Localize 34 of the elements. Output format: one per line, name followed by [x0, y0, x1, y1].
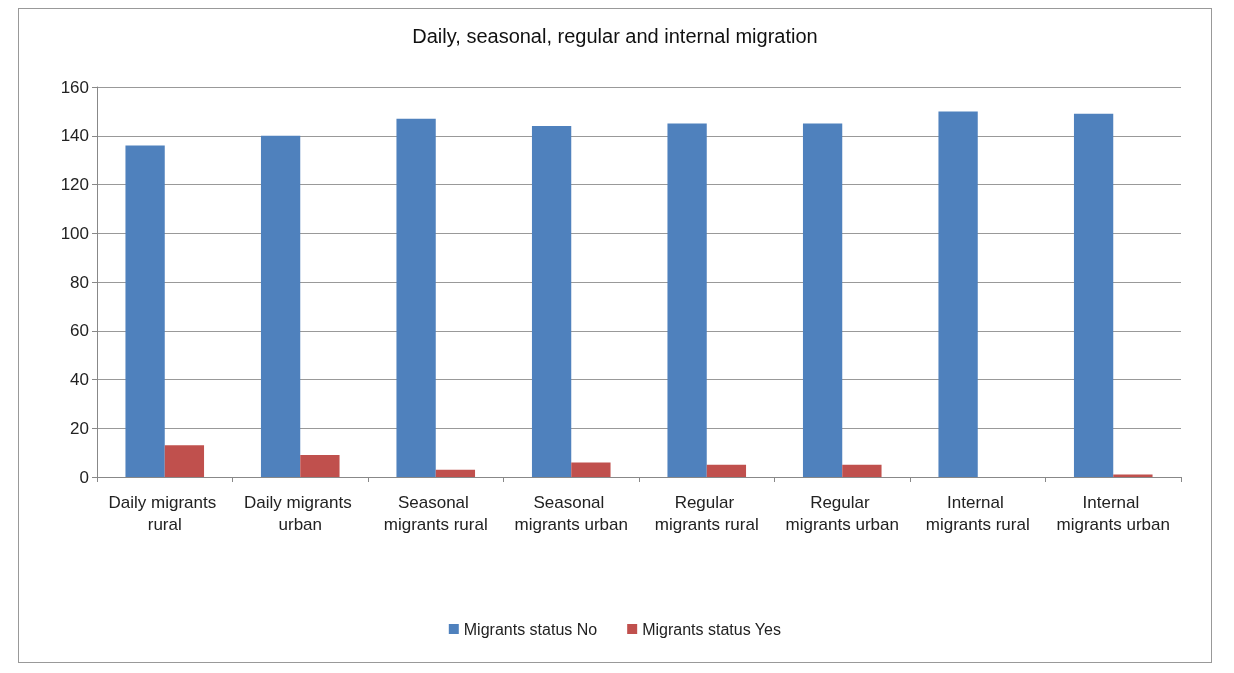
x-tick-label: Seasonal migrants rural — [383, 492, 488, 534]
bar — [435, 469, 476, 477]
x-tick-label: Regular migrants rural — [654, 492, 759, 534]
legend-label: Migrants status Yes — [642, 620, 781, 638]
bar — [802, 123, 843, 477]
y-tick-label: 0 — [79, 467, 89, 487]
y-tick-label: 140 — [60, 126, 89, 146]
bar — [571, 462, 611, 477]
x-tick-label: Daily migrants urban — [244, 492, 357, 534]
bar — [938, 111, 978, 477]
y-tick-label: 60 — [70, 321, 89, 341]
bar — [396, 118, 436, 477]
y-tick-label: 100 — [60, 223, 89, 243]
bar — [531, 126, 572, 477]
x-tick-label: Internal migrants rural — [925, 492, 1030, 534]
legend-label: Migrants status No — [463, 620, 598, 638]
bar — [125, 145, 165, 477]
x-tick-label: Seasonal migrants urban — [514, 492, 628, 534]
y-tick-label: 20 — [70, 418, 89, 438]
bar — [260, 135, 301, 477]
bar — [667, 123, 707, 477]
x-tick-label: Internal migrants urban — [1056, 492, 1170, 534]
bar — [164, 445, 205, 477]
bar — [706, 464, 747, 477]
bar — [842, 464, 882, 477]
y-tick-label: 80 — [70, 272, 89, 292]
y-tick-label: 160 — [60, 77, 89, 97]
bar — [300, 455, 340, 477]
x-tick-label: Daily migrants rural — [108, 492, 221, 534]
chart-title: Daily, seasonal, regular and internal migration — [412, 25, 818, 47]
x-tick-label: Regular migrants urban — [785, 492, 899, 534]
y-tick-label: 40 — [70, 370, 89, 389]
y-tick-label: 120 — [60, 175, 89, 194]
bar — [1073, 113, 1114, 477]
